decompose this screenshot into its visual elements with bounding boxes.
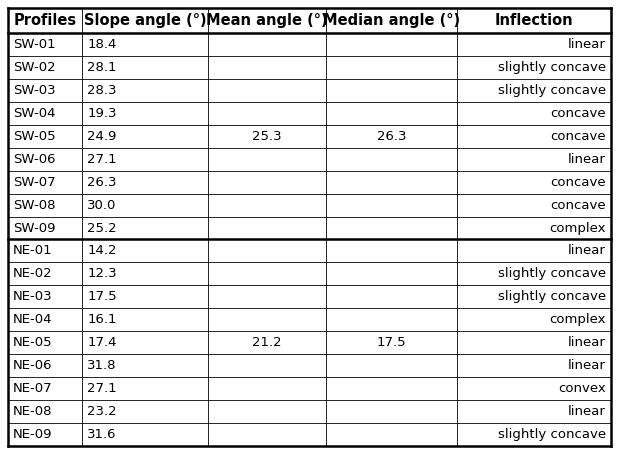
Text: 31.6: 31.6 xyxy=(87,428,116,441)
Text: 17.4: 17.4 xyxy=(87,336,116,349)
Text: Slope angle (°): Slope angle (°) xyxy=(84,13,206,28)
Text: 27.1: 27.1 xyxy=(87,382,117,395)
Text: 27.1: 27.1 xyxy=(87,153,117,166)
Text: 12.3: 12.3 xyxy=(87,267,117,281)
Text: 28.1: 28.1 xyxy=(87,61,116,74)
Text: slightly concave: slightly concave xyxy=(498,84,606,97)
Text: linear: linear xyxy=(568,38,606,51)
Text: linear: linear xyxy=(568,336,606,349)
Text: SW-07: SW-07 xyxy=(13,176,56,188)
Text: SW-04: SW-04 xyxy=(13,107,56,120)
Text: concave: concave xyxy=(550,176,606,188)
Text: slightly concave: slightly concave xyxy=(498,267,606,281)
Text: 14.2: 14.2 xyxy=(87,244,116,257)
Text: 17.5: 17.5 xyxy=(87,291,117,303)
Text: 25.2: 25.2 xyxy=(87,222,117,235)
Text: 25.3: 25.3 xyxy=(252,130,282,143)
Text: SW-03: SW-03 xyxy=(13,84,56,97)
Text: 26.3: 26.3 xyxy=(87,176,116,188)
Text: NE-01: NE-01 xyxy=(13,244,53,257)
Text: convex: convex xyxy=(558,382,606,395)
Text: 23.2: 23.2 xyxy=(87,405,117,418)
Text: SW-05: SW-05 xyxy=(13,130,56,143)
Text: 24.9: 24.9 xyxy=(87,130,116,143)
Text: NE-09: NE-09 xyxy=(13,428,53,441)
Text: NE-03: NE-03 xyxy=(13,291,53,303)
Text: SW-06: SW-06 xyxy=(13,153,56,166)
Text: complex: complex xyxy=(550,313,606,326)
Text: linear: linear xyxy=(568,359,606,372)
Text: slightly concave: slightly concave xyxy=(498,61,606,74)
Text: NE-04: NE-04 xyxy=(13,313,53,326)
Text: 30.0: 30.0 xyxy=(87,198,116,212)
Text: complex: complex xyxy=(550,222,606,235)
Text: 26.3: 26.3 xyxy=(377,130,406,143)
Text: concave: concave xyxy=(550,107,606,120)
Text: Mean angle (°): Mean angle (°) xyxy=(206,13,327,28)
Text: 18.4: 18.4 xyxy=(87,38,116,51)
Text: Inflection: Inflection xyxy=(495,13,573,28)
Text: linear: linear xyxy=(568,153,606,166)
Text: Profiles: Profiles xyxy=(14,13,77,28)
Text: concave: concave xyxy=(550,198,606,212)
Text: 17.5: 17.5 xyxy=(377,336,406,349)
Text: 28.3: 28.3 xyxy=(87,84,116,97)
Text: concave: concave xyxy=(550,130,606,143)
Text: NE-06: NE-06 xyxy=(13,359,53,372)
Text: 16.1: 16.1 xyxy=(87,313,116,326)
Text: 21.2: 21.2 xyxy=(252,336,282,349)
Text: NE-05: NE-05 xyxy=(13,336,53,349)
Text: NE-08: NE-08 xyxy=(13,405,53,418)
Text: SW-02: SW-02 xyxy=(13,61,56,74)
Text: NE-02: NE-02 xyxy=(13,267,53,281)
Text: Median angle (°): Median angle (°) xyxy=(323,13,460,28)
Text: 19.3: 19.3 xyxy=(87,107,116,120)
Text: NE-07: NE-07 xyxy=(13,382,53,395)
Text: 31.8: 31.8 xyxy=(87,359,116,372)
Text: slightly concave: slightly concave xyxy=(498,428,606,441)
Text: linear: linear xyxy=(568,244,606,257)
Text: slightly concave: slightly concave xyxy=(498,291,606,303)
Text: SW-01: SW-01 xyxy=(13,38,56,51)
Text: SW-08: SW-08 xyxy=(13,198,56,212)
Text: linear: linear xyxy=(568,405,606,418)
Text: SW-09: SW-09 xyxy=(13,222,56,235)
